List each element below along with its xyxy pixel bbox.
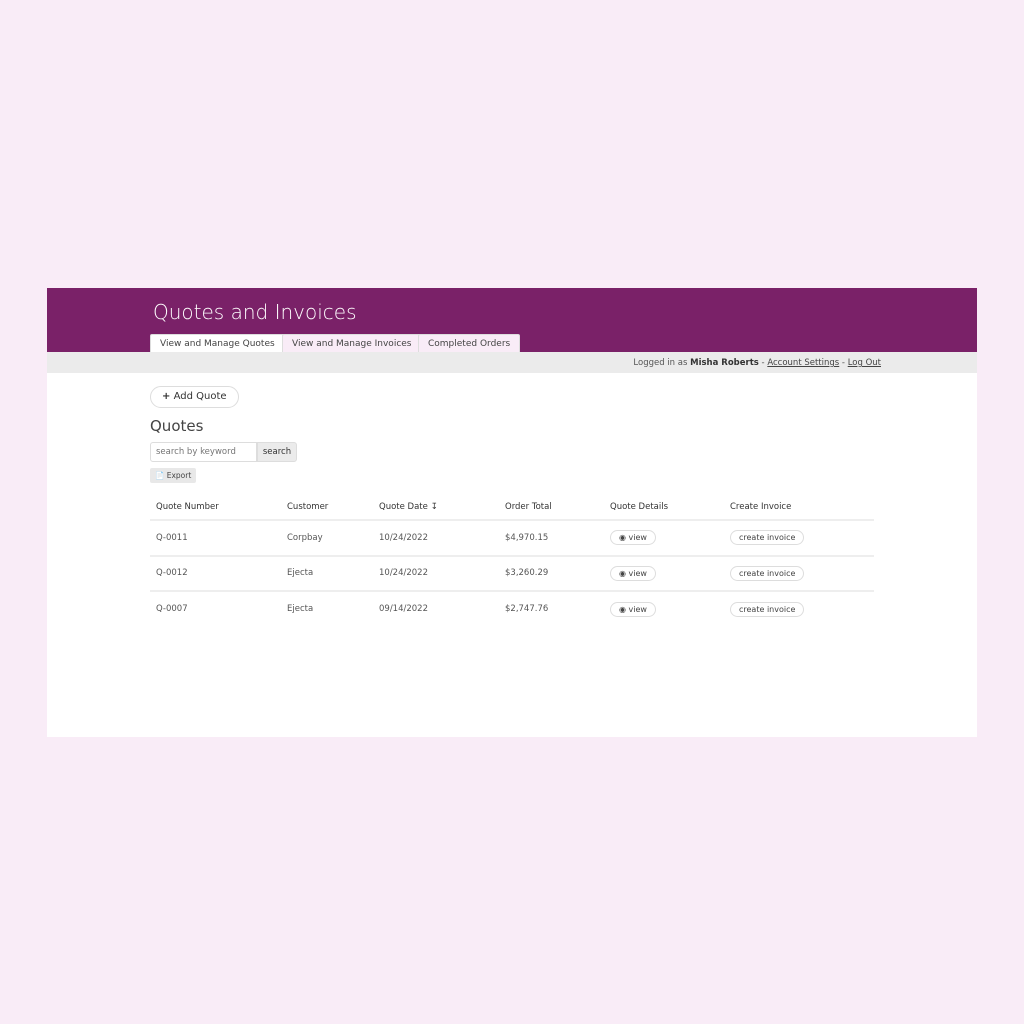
- eye-icon: ◉: [619, 533, 626, 543]
- view-label: view: [628, 533, 647, 543]
- customer: Corpbay: [281, 520, 373, 557]
- view-label: view: [628, 604, 647, 614]
- header: Quotes and Invoices View and Manage Quot…: [47, 288, 977, 352]
- order-total: $2,747.76: [505, 604, 549, 615]
- eye-icon: ◉: [619, 568, 626, 578]
- table-row: Q-0011 Corpbay 10/24/2022 $4,970.15 ◉ vi…: [150, 520, 874, 557]
- customer: Ejecta: [287, 604, 314, 615]
- create-invoice-button[interactable]: create invoice: [730, 565, 805, 581]
- tab-manage-invoices[interactable]: View and Manage Invoices: [282, 334, 422, 352]
- order-total: $4,970.15: [499, 520, 604, 557]
- col-customer[interactable]: Customer: [281, 495, 373, 521]
- col-quote-details: Quote Details: [604, 495, 724, 521]
- quote-date: 10/24/2022: [373, 520, 499, 557]
- search-button[interactable]: search: [257, 442, 297, 462]
- view-button[interactable]: ◉ view: [610, 565, 656, 581]
- col-create-invoice: Create Invoice: [724, 495, 874, 521]
- quote-number: Q-0011: [150, 520, 281, 557]
- create-invoice-button[interactable]: create invoice: [730, 601, 805, 617]
- login-prefix: Logged in as: [633, 358, 688, 368]
- tab-completed-orders[interactable]: Completed Orders: [418, 334, 521, 352]
- login-info: Logged in as Misha Roberts - Account Set…: [633, 358, 881, 368]
- create-invoice-button[interactable]: create invoice: [730, 530, 805, 546]
- col-quote-number[interactable]: Quote Number: [150, 495, 281, 521]
- col-order-total[interactable]: Order Total: [499, 495, 604, 521]
- add-quote-button[interactable]: + Add Quote: [150, 386, 239, 408]
- log-out-link[interactable]: Log Out: [847, 358, 881, 368]
- order-total: $3,260.29: [499, 555, 604, 592]
- sort-icon[interactable]: ↧: [430, 502, 438, 512]
- quote-number: Q-0007: [156, 604, 188, 615]
- view-label: view: [628, 568, 647, 578]
- tab-manage-quotes[interactable]: View and Manage Quotes: [150, 334, 285, 352]
- export-button[interactable]: 📄 Export: [150, 468, 197, 483]
- app-window: Quotes and Invoices View and Manage Quot…: [47, 288, 977, 737]
- quote-date: 10/24/2022: [373, 555, 499, 592]
- col-quote-date[interactable]: Quote Date ↧: [373, 495, 499, 521]
- quote-number: Q-0012: [150, 555, 281, 592]
- view-button[interactable]: ◉ view: [610, 530, 656, 546]
- export-label: Export: [166, 471, 192, 480]
- separator: -: [841, 358, 845, 368]
- view-button[interactable]: ◉ view: [610, 601, 656, 617]
- user-name: Misha Roberts: [690, 358, 759, 368]
- table-header: Quote Number Customer Quote Date ↧ Order…: [150, 495, 874, 521]
- search-input[interactable]: [150, 442, 257, 462]
- eye-icon: ◉: [619, 604, 626, 614]
- separator: -: [761, 358, 765, 368]
- add-quote-label: Add Quote: [173, 391, 227, 402]
- file-icon: 📄: [155, 471, 165, 480]
- customer: Ejecta: [281, 555, 373, 592]
- account-settings-link[interactable]: Account Settings: [767, 358, 840, 368]
- col-quote-date-label: Quote Date: [379, 502, 428, 512]
- user-bar: Logged in as Misha Roberts - Account Set…: [47, 352, 977, 373]
- table-row: Q-0012 Ejecta 10/24/2022 $3,260.29 ◉ vie…: [150, 555, 874, 592]
- page-title: Quotes and Invoices: [153, 300, 357, 324]
- section-heading: Quotes: [150, 417, 204, 435]
- table-row: Q-0007 Ejecta 09/14/2022 $2,747.76 ◉ vie…: [150, 591, 874, 627]
- plus-icon: +: [162, 391, 171, 402]
- quote-date: 09/14/2022: [379, 604, 428, 615]
- quotes-table: Quote Number Customer Quote Date ↧ Order…: [150, 495, 874, 627]
